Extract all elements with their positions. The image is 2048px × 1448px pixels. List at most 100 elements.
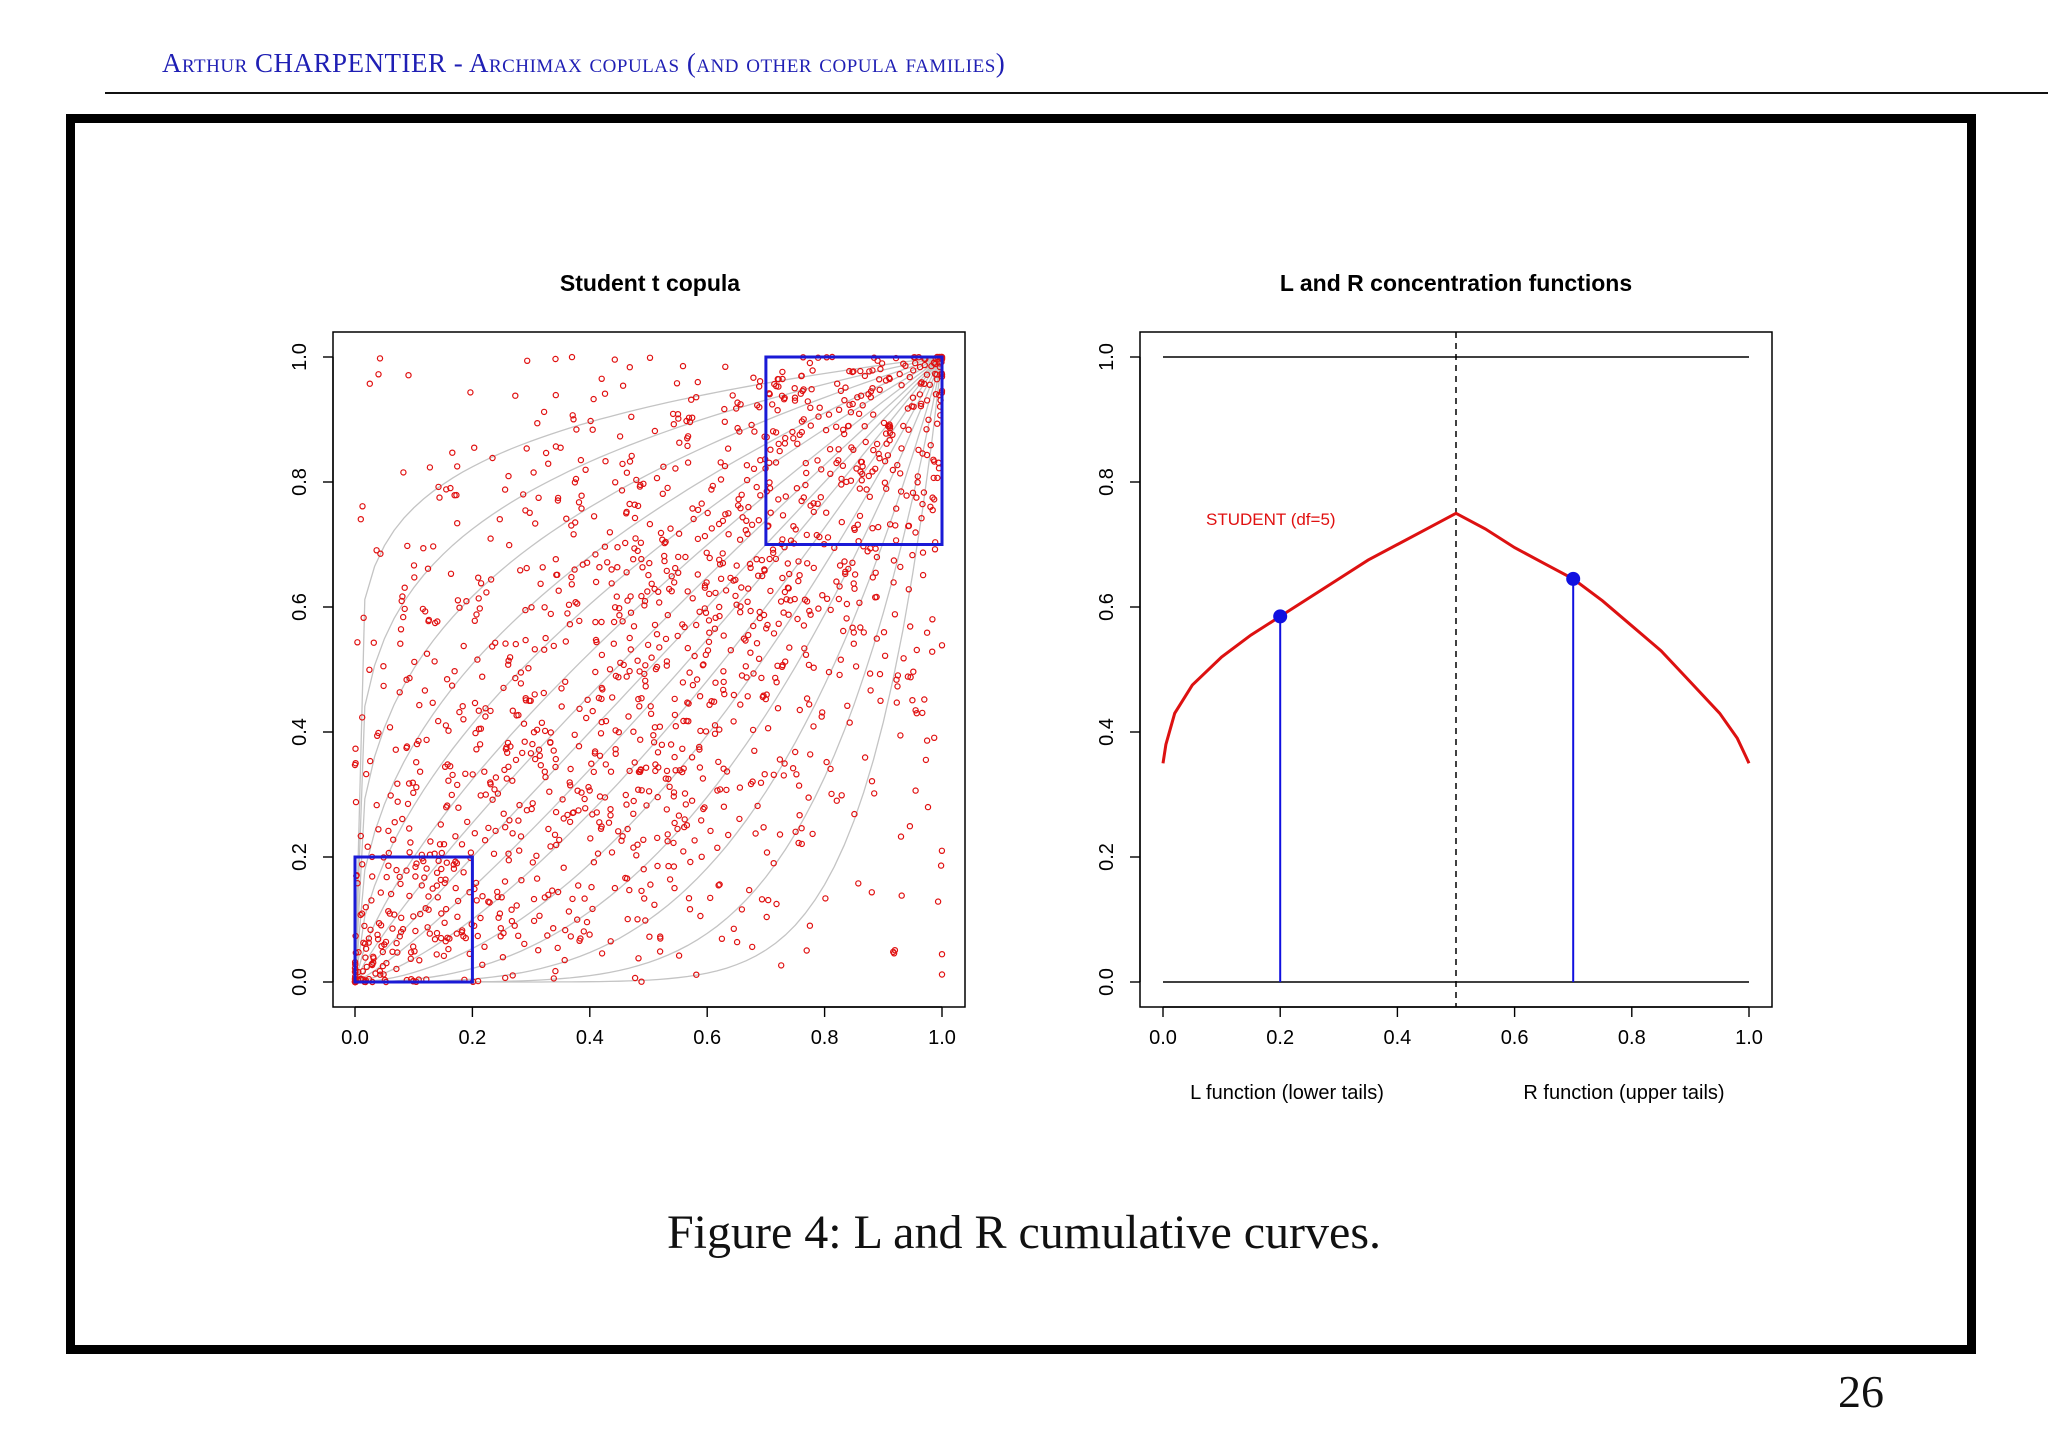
scatter-point (766, 485, 774, 492)
scatter-point (624, 825, 631, 833)
scatter-point (793, 771, 800, 778)
scatter-point (487, 707, 494, 715)
scatter-point (714, 844, 721, 852)
scatter-point (761, 567, 768, 574)
scatter-point (574, 916, 581, 923)
scatter-point (576, 937, 583, 945)
scatter-point (638, 555, 645, 563)
scatter-point (391, 819, 398, 826)
scatter-point (547, 610, 555, 618)
scatter-point (479, 673, 486, 680)
scatter-point (442, 905, 450, 913)
scatter-point (875, 523, 882, 531)
scatter-point (886, 437, 893, 444)
scatter-point (661, 557, 668, 565)
scatter-point (833, 423, 840, 430)
scatter-point (653, 474, 661, 482)
scatter-point (565, 601, 573, 609)
scatter-point (756, 608, 763, 616)
scatter-point (399, 815, 406, 823)
scatter-point (923, 371, 931, 378)
scatter-point (791, 394, 799, 401)
scatter-point (799, 387, 806, 395)
scatter-point (747, 780, 755, 788)
scatter-point (698, 853, 705, 861)
scatter-point (576, 617, 583, 625)
scatter-point (923, 737, 931, 744)
scatter-point (898, 445, 905, 452)
scatter-point (773, 679, 780, 686)
scatter-point (420, 545, 427, 552)
scatter-point (558, 685, 565, 692)
scatter-point (663, 767, 671, 775)
scatter-point (934, 898, 942, 905)
scatter-point (586, 787, 593, 794)
scatter-point (374, 936, 382, 943)
scatter-point (394, 780, 401, 787)
scatter-point (720, 668, 727, 675)
scatter-point (412, 873, 419, 880)
scatter-point (671, 711, 679, 719)
scatter-point (714, 787, 721, 794)
scatter-point (475, 574, 482, 581)
scatter-point (764, 621, 771, 629)
scatter-point (672, 465, 679, 472)
scatter-point (931, 458, 938, 465)
scatter-point (738, 906, 746, 913)
scatter-point (898, 892, 905, 899)
scatter-point (404, 800, 412, 808)
scatter-point (685, 895, 693, 902)
scatter-point (807, 611, 814, 618)
scatter-point (357, 832, 364, 840)
scatter-point (872, 545, 879, 552)
x-tick-label: 1.0 (928, 1027, 956, 1049)
scatter-point (708, 698, 715, 705)
scatter-point (564, 610, 571, 617)
scatter-point (525, 665, 532, 672)
scatter-point (907, 623, 914, 630)
scatter-point (596, 819, 603, 826)
scatter-point (807, 751, 814, 758)
scatter-point (500, 684, 507, 692)
tail-markers (1273, 571, 1581, 982)
scatter-point (506, 541, 513, 549)
scatter-point (706, 629, 713, 636)
scatter-point (447, 484, 454, 492)
scatter-point (761, 771, 768, 778)
scatter-point (707, 827, 714, 835)
scatter-point (390, 836, 397, 843)
scatter-point (684, 435, 691, 442)
scatter-point (897, 488, 905, 495)
contour-line (355, 356, 943, 983)
scatter-point (926, 381, 934, 388)
scatter-point (742, 663, 750, 670)
scatter-point (377, 550, 384, 557)
scatter-point (909, 697, 916, 704)
scatter-point (443, 804, 450, 811)
scatter-point (410, 562, 418, 569)
scatter-point (665, 862, 672, 870)
scatter-point (791, 385, 798, 392)
scatter-point (784, 560, 792, 567)
scatter-point (912, 787, 919, 794)
scatter-point (743, 517, 750, 525)
scatter-point (636, 668, 643, 675)
scatter-point (570, 531, 577, 538)
scatter-point (750, 374, 757, 381)
scatter-point (495, 914, 502, 921)
scatter-point (760, 611, 768, 619)
scatter-point (694, 535, 702, 543)
scatter-point (357, 911, 364, 919)
scatter-point (508, 906, 515, 913)
scatter-point (636, 483, 644, 490)
x-tick-label: 0.8 (1618, 1027, 1646, 1049)
scatter-point (607, 812, 614, 819)
scatter-point (399, 593, 406, 600)
scatter-point (489, 454, 496, 462)
contour-lines (354, 356, 943, 983)
scatter-point (810, 723, 817, 730)
scatter-point (756, 378, 764, 385)
concentration-curve (1161, 511, 1751, 764)
scatter-point (909, 394, 917, 401)
scatter-point (906, 823, 914, 830)
